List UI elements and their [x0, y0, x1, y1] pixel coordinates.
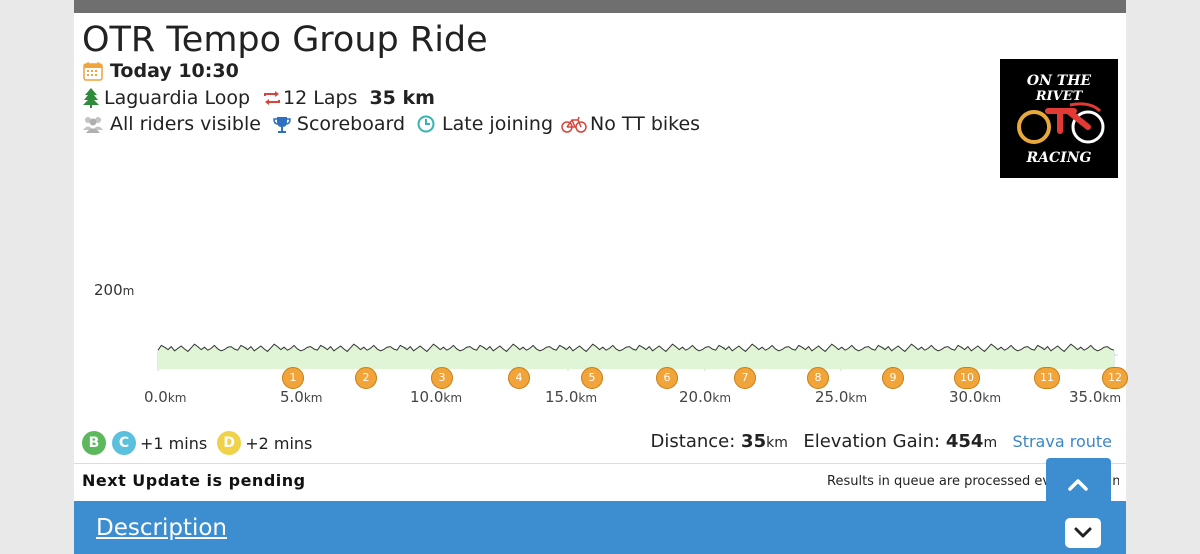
clock-icon: [417, 113, 435, 135]
profile-area: [158, 344, 1114, 369]
profile-y-label: 200m: [94, 281, 135, 299]
elevation-unit: m: [983, 435, 998, 451]
late-join-label: Late joining: [442, 113, 554, 135]
next-update-status: Next Update is pending: [82, 471, 306, 490]
lap-marker: 3: [431, 367, 453, 389]
x-axis-label: 15.0km: [545, 388, 598, 406]
x-axis-label: 25.0km: [815, 388, 868, 406]
users-icon: [82, 113, 104, 135]
distance-label: Distance:: [650, 431, 736, 452]
event-route-row: Laguardia Loop 12 Laps 35 km: [82, 87, 435, 109]
elevation-profile: [157, 343, 1118, 371]
logo-text-line2: RIVET: [1035, 89, 1083, 104]
description-label[interactable]: Description: [96, 515, 227, 541]
lap-marker: 2: [355, 367, 377, 389]
lap-marker: 4: [508, 367, 530, 389]
description-section-header[interactable]: Description: [74, 501, 1126, 554]
logo-text-line3: RACING: [1026, 150, 1092, 166]
x-axis-label: 10.0km: [410, 388, 463, 406]
category-d-offset: +2 mins: [245, 433, 313, 453]
event-rules-row: All riders visible Scoreboard Late joini…: [82, 113, 700, 135]
tt-bikes-label: No TT bikes: [590, 113, 701, 135]
scoreboard-label[interactable]: Scoreboard: [296, 113, 406, 135]
lap-marker: 11: [1034, 367, 1060, 389]
lap-marker: 12: [1102, 367, 1128, 389]
lap-marker: 9: [882, 367, 904, 389]
lap-marker: 5: [581, 367, 603, 389]
category-c-offset: +1 mins: [140, 433, 208, 453]
x-axis-label: 20.0km: [679, 388, 732, 406]
profile-line: [157, 343, 1115, 353]
route-stats: Distance: 35km Elevation Gain: 454m Stra…: [651, 431, 1112, 452]
visibility-label: All riders visible: [110, 113, 261, 135]
calendar-icon: [82, 60, 104, 82]
route-distance: 35 km: [369, 87, 435, 109]
event-datetime-row: Today 10:30: [82, 60, 239, 82]
category-offsets: B C +1 mins D +2 mins: [82, 431, 312, 455]
lap-marker: 10: [954, 367, 980, 389]
lap-marker: 8: [807, 367, 829, 389]
x-axis-label: 5.0km: [280, 388, 323, 406]
category-d-badge: D: [217, 431, 242, 455]
x-axis-label: 35.0km: [1069, 388, 1122, 406]
top-bar: [74, 0, 1126, 13]
event-datetime: Today 10:30: [110, 60, 239, 82]
divider: [74, 463, 1126, 464]
strava-route-link[interactable]: Strava route: [1012, 432, 1112, 451]
team-logo: ON THE RIVET RACING: [1000, 59, 1118, 178]
logo-text-line1: ON THE: [1026, 73, 1092, 89]
scroll-to-top-button[interactable]: [1046, 458, 1111, 514]
lap-marker: 6: [656, 367, 678, 389]
distance-value: 35: [741, 431, 767, 452]
category-b-badge: B: [82, 431, 106, 455]
x-axis-label: 0.0km: [144, 388, 187, 406]
logo-bike-graphic: [1017, 102, 1105, 144]
loop-icon: [262, 87, 282, 109]
bike-icon: [561, 113, 587, 135]
lap-marker: 1: [282, 367, 304, 389]
distance-unit: km: [766, 435, 788, 451]
category-c-badge: C: [112, 431, 136, 455]
lap-marker: 7: [734, 367, 756, 389]
trophy-icon: [273, 113, 291, 135]
elevation-label: Elevation Gain:: [803, 431, 941, 452]
elevation-value: 454: [945, 431, 984, 452]
event-card: OTR Tempo Group Ride Today 10:30 Laguard…: [74, 13, 1128, 554]
x-axis-label: 30.0km: [949, 388, 1002, 406]
route-name[interactable]: Laguardia Loop: [104, 87, 251, 109]
expand-description-button[interactable]: [1065, 518, 1101, 548]
chevron-up-icon: [1068, 479, 1088, 491]
laps-count: 12 Laps: [283, 87, 358, 109]
chevron-down-icon: [1074, 527, 1092, 538]
tree-icon: [82, 87, 100, 109]
event-title: OTR Tempo Group Ride: [82, 20, 488, 60]
